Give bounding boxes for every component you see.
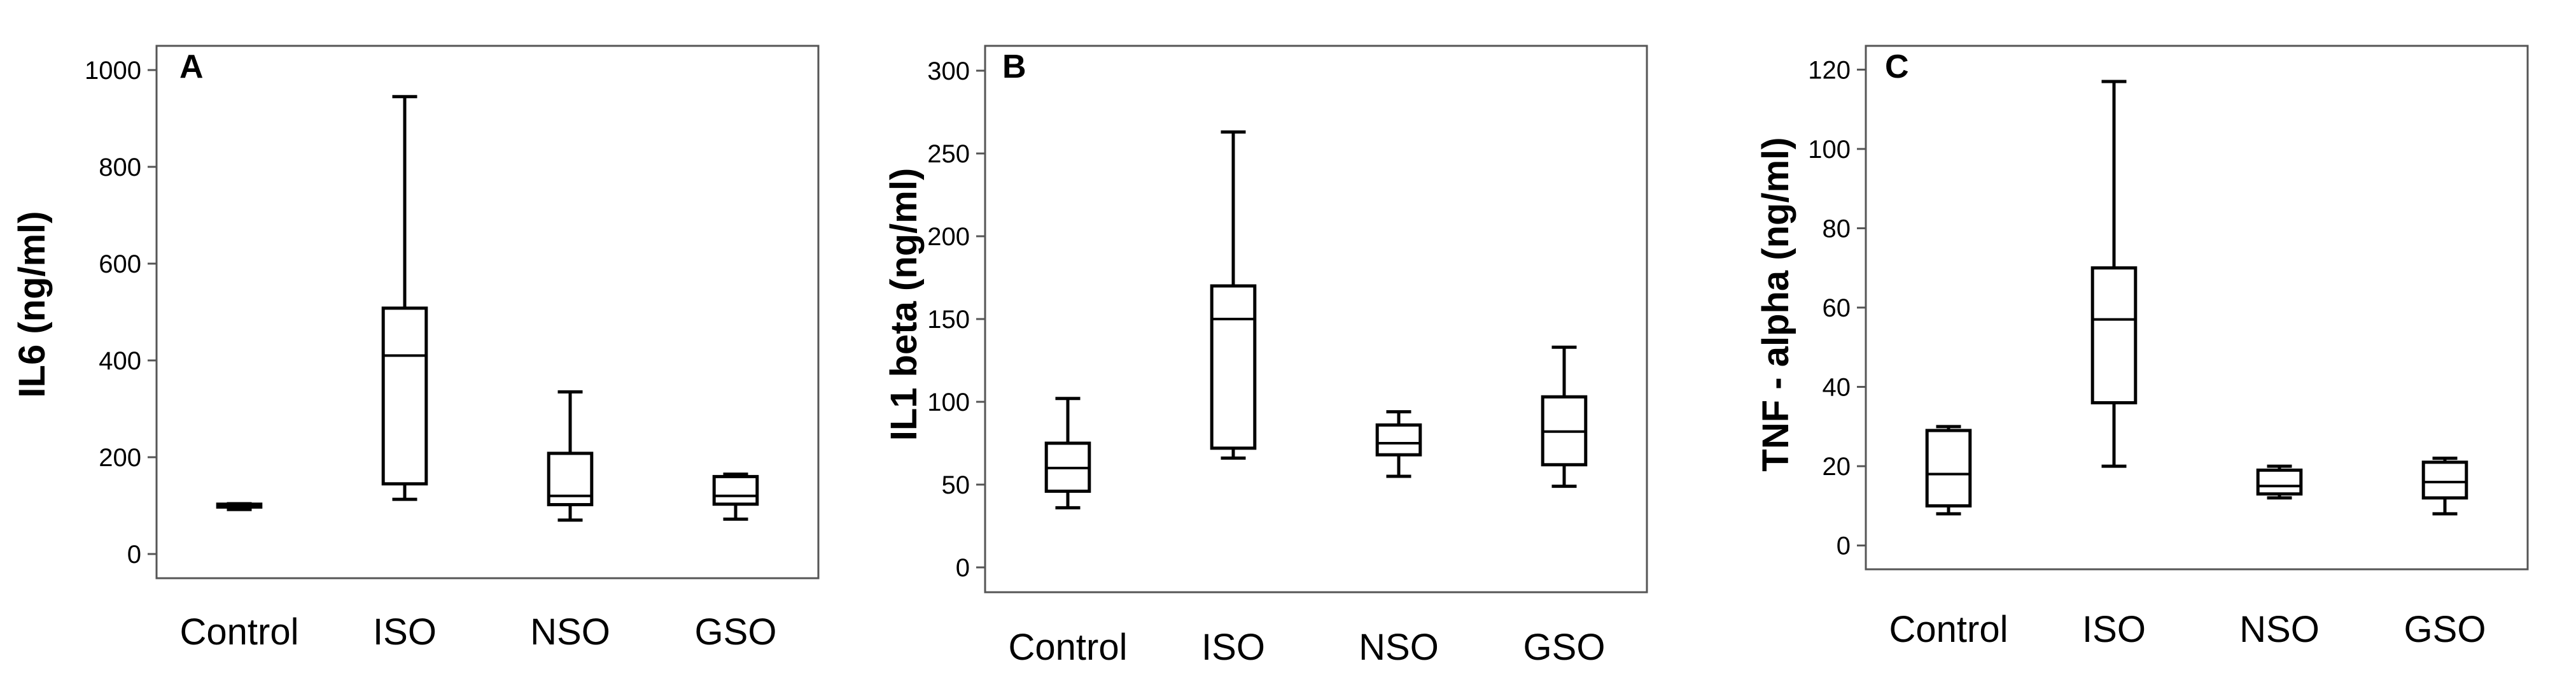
panel-c-box-control [1925, 425, 1972, 516]
panel-c-box-nso [2256, 464, 2303, 500]
panel-a-boxes [216, 95, 759, 522]
panel-a-category-label-gso: GSO [695, 611, 777, 653]
panel-a-box-iso-iqr-box [381, 306, 428, 486]
panel-a-y-tick-label: 800 [99, 153, 141, 181]
panel-a-y-tick-label: 1000 [85, 57, 141, 85]
panel-b-box-nso-iqr-box [1375, 423, 1422, 457]
panel-b-box-iso-iqr-box [1210, 284, 1257, 450]
panel-c-y-tick-label: 80 [1823, 215, 1851, 243]
panel-b-y-tick-label: 100 [927, 388, 970, 416]
panel-b-category-label-nso: NSO [1359, 627, 1439, 668]
panel-a-box-iso [381, 95, 428, 501]
panel-c-box-gso [2421, 457, 2468, 516]
panel-c-y-tick-label: 20 [1823, 453, 1851, 481]
panel-b-plot-frame [984, 45, 1648, 593]
panel-b-y-tick-label: 0 [956, 554, 970, 582]
panel-a-y-ticks: 0 200 400 600 800 1000 [85, 57, 157, 569]
panel-a-y-tick-label: 600 [99, 250, 141, 278]
panel-c-y-tick-label: 100 [1808, 136, 1851, 164]
panel-b-y-tick-label: 150 [927, 306, 970, 334]
panel-c-category-label-iso: ISO [2082, 609, 2146, 650]
panel-b-box-control [1044, 397, 1091, 509]
panel-c-box-iso [2090, 80, 2138, 468]
panel-b-y-axis-label: IL1 beta (ng/ml) [883, 168, 925, 441]
panel-a: IL6 (ng/ml) A 0 200 400 600 800 1000 Control I… [11, 45, 820, 653]
panel-b-y-tick-label: 300 [927, 57, 970, 85]
panel-c-y-ticks: 0 20 40 60 80 100 120 [1808, 56, 1866, 560]
panel-b-y-ticks: 0 50 100 150 200 250 300 [927, 57, 985, 582]
panel-a-category-label-iso: ISO [373, 611, 437, 653]
panel-a-y-axis-label: IL6 (ng/ml) [11, 211, 53, 397]
panel-c-y-tick-label: 40 [1823, 374, 1851, 402]
panel-a-plot-frame [155, 45, 820, 579]
panel-c-category-label-control: Control [1889, 609, 2008, 650]
panel-a-categories: Control ISO NSO GSO [180, 611, 777, 653]
panel-c: TNF - alpha (ng/ml) C 0 20 40 60 80 100 120 Co… [1755, 45, 2529, 650]
panel-c-boxes [1925, 80, 2468, 516]
panel-c-letter: C [1885, 48, 1909, 85]
panel-b-category-label-iso: ISO [1201, 627, 1265, 668]
panel-b-category-label-control: Control [1009, 627, 1128, 668]
panel-c-plot-frame [1865, 45, 2529, 571]
panel-c-box-gso-iqr-box [2421, 460, 2468, 500]
panel-a-box-gso-iqr-box [712, 474, 759, 506]
panel-a-box-control [216, 502, 263, 511]
panel-b-letter: B [1002, 48, 1026, 85]
panel-b-categories: Control ISO NSO GSO [1009, 627, 1606, 668]
panel-c-category-label-nso: NSO [2239, 609, 2320, 650]
panel-a-box-gso [712, 472, 759, 521]
panel-c-y-tick-label: 60 [1823, 294, 1851, 322]
panel-c-box-iso-iqr-box [2090, 266, 2138, 404]
panel-b-box-iso [1210, 130, 1257, 460]
panel-b-category-label-gso: GSO [1523, 627, 1606, 668]
panel-c-y-axis-label: TNF - alpha (ng/ml) [1755, 137, 1796, 471]
panel-a-category-label-nso: NSO [530, 611, 610, 653]
panel-a-box-nso [547, 390, 594, 522]
panel-a-category-label-control: Control [180, 611, 299, 653]
panel-b-y-tick-label: 200 [927, 223, 970, 251]
panel-c-categories: Control ISO NSO GSO [1889, 609, 2486, 650]
panel-c-category-label-gso: GSO [2404, 609, 2486, 650]
panel-b-box-nso [1375, 410, 1422, 478]
panel-c-box-nso-iqr-box [2256, 468, 2303, 496]
panel-c-box-control-iqr-box [1925, 429, 1972, 508]
panel-b-boxes [1044, 130, 1588, 509]
panel-b-box-gso [1541, 345, 1588, 488]
panel-c-y-tick-label: 120 [1808, 56, 1851, 84]
panel-c-y-tick-label: 0 [1837, 532, 1851, 560]
panel-b-y-tick-label: 250 [927, 140, 970, 168]
panel-b: IL1 beta (ng/ml) B 0 50 100 150 200 250 300 Co… [883, 45, 1648, 668]
panel-a-y-tick-label: 0 [127, 541, 141, 569]
panel-a-letter: A [179, 48, 204, 85]
panel-b-y-tick-label: 50 [942, 471, 970, 499]
panel-a-y-tick-label: 200 [99, 444, 141, 472]
panel-a-y-tick-label: 400 [99, 347, 141, 375]
